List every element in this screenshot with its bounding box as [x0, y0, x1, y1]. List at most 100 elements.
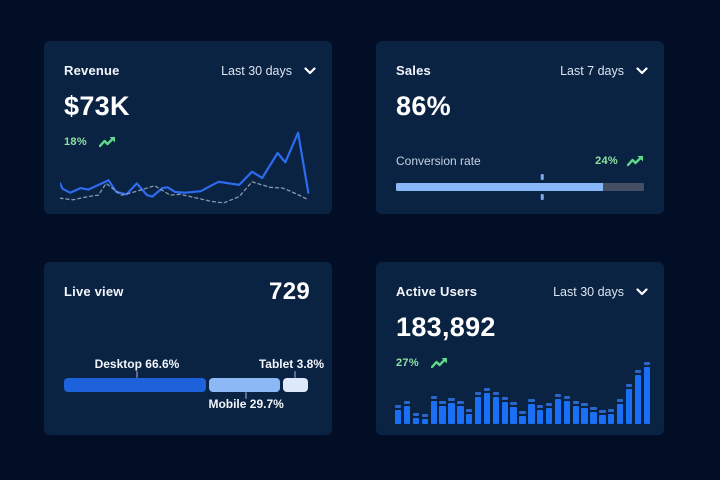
bar-body	[421, 419, 428, 424]
revenue-value: $73K	[64, 91, 130, 121]
active-users-value: 183,892	[396, 312, 496, 342]
bar-cap	[643, 362, 650, 365]
bar-column	[643, 362, 650, 424]
active-users-card: Active Users Last 30 days 183,892 27%	[376, 262, 664, 435]
progress-marker-top	[541, 174, 544, 180]
bar-cap	[634, 370, 641, 374]
bar-body	[466, 413, 473, 424]
desktop-tick	[135, 371, 138, 378]
bar-cap	[554, 394, 562, 398]
revenue-delta: 18%	[64, 136, 87, 148]
bar-cap	[625, 384, 633, 388]
bar-cap	[616, 399, 624, 403]
bar-body	[625, 389, 633, 424]
desktop-segment	[64, 378, 207, 392]
bar-cap	[501, 397, 508, 401]
mobile-tick	[245, 392, 248, 399]
bar-column	[634, 370, 641, 424]
bar-body	[519, 416, 526, 424]
conversion-rate-row: Conversion rate 24%	[396, 154, 644, 168]
bar-cap	[430, 395, 437, 399]
bar-body	[545, 407, 553, 424]
bar-cap	[421, 414, 428, 418]
active-users-delta-row: 27%	[396, 357, 448, 369]
bar-body	[608, 414, 615, 424]
bar-body	[563, 401, 570, 424]
revenue-card-header: Revenue Last 30 days	[64, 63, 316, 78]
bar-cap	[599, 410, 606, 414]
bar-column	[395, 404, 402, 424]
trending-up-icon	[627, 155, 643, 167]
conversion-delta: 24%	[595, 155, 644, 167]
conversion-delta-value: 24%	[595, 155, 618, 167]
bar-body	[554, 399, 562, 424]
revenue-line-chart	[60, 131, 310, 204]
bar-body	[501, 402, 508, 424]
trending-up-icon	[430, 357, 447, 369]
mobile-share-label: Mobile 29.7%	[208, 397, 284, 411]
live-view-card-title: Live view	[64, 284, 124, 299]
revenue-card-title: Revenue	[64, 63, 120, 78]
bar-body	[395, 409, 402, 424]
revenue-previous-line	[60, 181, 309, 204]
progress-fill	[396, 183, 604, 191]
bar-cap	[466, 408, 473, 412]
desktop-share-label: Desktop 66.6%	[94, 357, 180, 371]
active-users-bar-chart	[395, 360, 650, 424]
device-share-stacked-bar	[64, 378, 308, 392]
sales-value: 86%	[396, 91, 451, 121]
bar-column	[581, 402, 588, 424]
bar-cap	[483, 388, 491, 391]
bar-column	[457, 401, 464, 424]
sales-range-label: Last 7 days	[560, 63, 624, 78]
mobile-segment	[209, 378, 280, 392]
trending-up-icon	[98, 136, 115, 148]
bar-cap	[395, 404, 402, 408]
bar-column	[616, 399, 624, 424]
bar-body	[492, 396, 499, 424]
revenue-range-label: Last 30 days	[221, 63, 292, 78]
bar-cap	[403, 401, 411, 405]
bar-body	[457, 406, 464, 424]
bar-cap	[439, 401, 446, 405]
bar-body	[599, 415, 606, 424]
active-users-card-title: Active Users	[396, 284, 478, 299]
revenue-range-selector[interactable]: Last 30 days	[221, 64, 316, 78]
chevron-down-icon	[636, 287, 648, 295]
tablet-segment	[282, 378, 308, 392]
bar-cap	[510, 401, 517, 405]
bar-cap	[572, 401, 579, 405]
bar-column	[572, 401, 579, 424]
bar-body	[616, 404, 624, 424]
progress-marker-bottom	[541, 194, 544, 200]
bar-cap	[492, 391, 499, 395]
bar-body	[528, 404, 535, 424]
bar-column	[599, 410, 606, 424]
bar-column	[403, 401, 411, 424]
bar-cap	[581, 402, 588, 406]
bar-body	[474, 397, 482, 424]
bar-body	[439, 406, 446, 424]
bar-body	[590, 412, 597, 424]
active-users-card-header: Active Users Last 30 days	[396, 284, 648, 299]
bar-column	[421, 414, 428, 424]
bar-column	[590, 407, 597, 424]
active-users-range-selector[interactable]: Last 30 days	[553, 285, 648, 299]
bar-cap	[457, 401, 464, 405]
bar-column	[528, 399, 535, 424]
active-users-delta: 27%	[396, 357, 419, 369]
bar-cap	[412, 412, 420, 416]
sales-range-selector[interactable]: Last 7 days	[560, 64, 648, 78]
bar-cap	[608, 409, 615, 413]
bar-body	[634, 375, 641, 424]
bar-cap	[519, 411, 526, 414]
bar-column	[537, 405, 544, 424]
bar-body	[412, 417, 420, 424]
conversion-progress-bar	[396, 174, 644, 200]
chevron-down-icon	[636, 66, 648, 74]
bar-cap	[563, 396, 570, 400]
bar-column	[625, 384, 633, 424]
chevron-down-icon	[304, 66, 316, 74]
bar-body	[572, 406, 579, 424]
bar-body	[483, 393, 491, 424]
